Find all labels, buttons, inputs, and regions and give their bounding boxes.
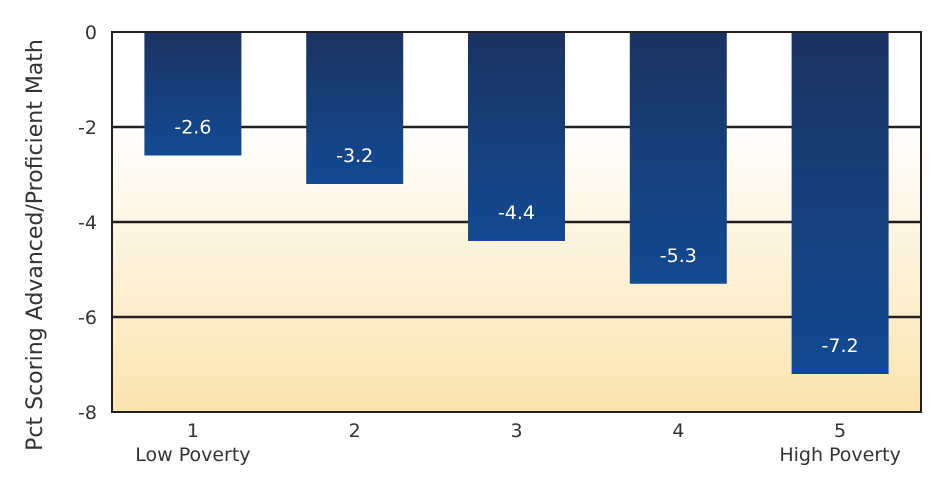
bar-2 [306, 32, 404, 184]
y-axis-label: Pct Scoring Advanced/Proficient Math [23, 39, 48, 451]
x-category-sublabel: Low Poverty [135, 444, 250, 466]
data-label: -5.3 [660, 245, 697, 267]
plot-frame [111, 31, 922, 413]
y-tick-label: 0 [85, 22, 97, 44]
data-label: -2.6 [174, 117, 211, 139]
bar-3 [468, 32, 565, 241]
bar-4 [629, 32, 727, 284]
x-tick-label: 2 [349, 420, 361, 442]
y-tick-label: -2 [78, 117, 97, 139]
bar-1 [144, 32, 242, 156]
y-tick-label: -4 [78, 212, 97, 234]
x-category-sublabel: High Poverty [779, 444, 901, 466]
x-tick-label: 3 [510, 420, 522, 442]
y-tick-label: -6 [78, 307, 97, 329]
x-tick-label: 5 [834, 420, 846, 442]
data-label: -7.2 [822, 335, 859, 357]
bar-5 [791, 32, 889, 374]
x-tick-label: 4 [672, 420, 684, 442]
data-label: -4.4 [498, 202, 535, 224]
data-label: -3.2 [336, 145, 373, 167]
y-tick-label: -8 [78, 402, 97, 424]
x-tick-label: 1 [187, 420, 199, 442]
